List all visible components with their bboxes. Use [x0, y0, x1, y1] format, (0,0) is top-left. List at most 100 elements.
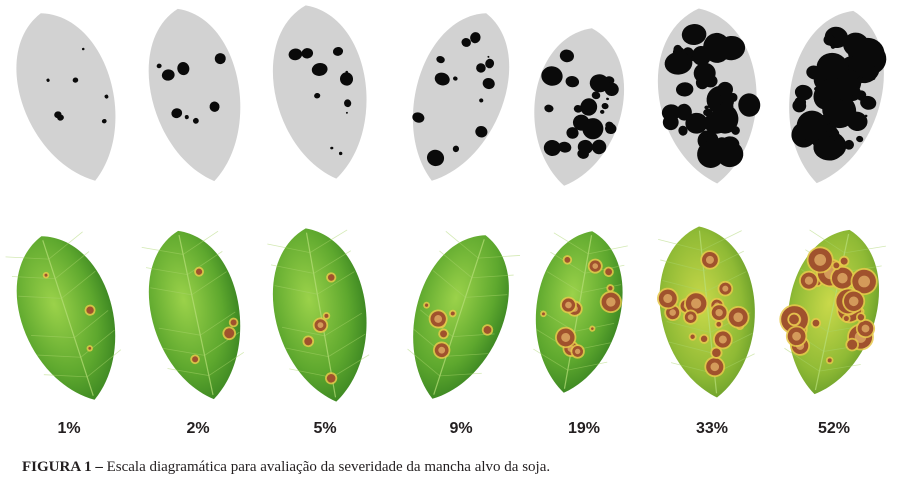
leaf-vein: [281, 326, 325, 337]
lesion-center: [574, 348, 581, 355]
lesion: [434, 72, 450, 86]
lesion: [697, 140, 725, 168]
lesion-center: [606, 297, 616, 307]
lesion: [345, 70, 349, 74]
photo-leaf-6: [656, 226, 755, 398]
lesion: [857, 76, 864, 83]
lesion: [830, 129, 840, 138]
leaf-vein: [660, 259, 704, 272]
lesion: [840, 257, 848, 265]
lesion: [710, 103, 739, 134]
lesion: [344, 99, 352, 108]
lesion: [482, 77, 495, 90]
lesion: [605, 123, 617, 135]
lesion: [851, 37, 885, 68]
leaf-vein: [666, 321, 711, 333]
leaf-vein: [588, 245, 628, 255]
lesion: [104, 94, 109, 99]
leaf-vein: [141, 247, 184, 255]
leaf-vein: [182, 230, 219, 255]
lesion: [591, 327, 594, 330]
leaf-vein: [37, 354, 81, 358]
lesion: [541, 312, 545, 316]
lesion: [812, 319, 820, 327]
lesion: [475, 125, 488, 138]
lesion: [716, 141, 744, 168]
lesion: [332, 47, 344, 56]
lesion: [340, 72, 354, 86]
lesion: [690, 334, 695, 339]
lesion-center: [837, 272, 848, 284]
lesion: [436, 55, 445, 64]
lesion: [301, 48, 314, 59]
leaf-vein: [289, 368, 333, 378]
photo-leaf-5: [533, 231, 628, 393]
lesion: [833, 262, 840, 269]
lesion: [856, 135, 864, 143]
lesion: [717, 35, 746, 61]
lesion: [288, 48, 303, 61]
lesion: [81, 47, 85, 51]
leaf-vein: [407, 348, 441, 377]
lesion: [424, 303, 429, 307]
lesion: [192, 356, 199, 363]
lesion: [813, 135, 837, 159]
leaf-vein: [309, 229, 348, 253]
lesion: [681, 23, 707, 46]
leaf-vein: [11, 276, 56, 280]
lesion: [192, 117, 199, 124]
lesion-center: [561, 332, 571, 342]
lesion: [701, 130, 710, 137]
lesion: [559, 49, 574, 63]
leaf-midrib: [305, 232, 337, 398]
leaf-midrib: [178, 234, 214, 396]
lesion: [324, 313, 329, 318]
lesion-center: [715, 308, 723, 317]
severity-label-5: 19%: [567, 420, 601, 437]
lesion-center: [710, 362, 720, 372]
lesion-center: [687, 314, 694, 321]
leaf-vein: [533, 348, 568, 371]
lesion: [816, 52, 849, 83]
schematic-leaf-blade: [148, 8, 241, 182]
lesion: [565, 75, 580, 88]
photo-leaf-blade: [659, 226, 755, 398]
lesion: [814, 92, 820, 98]
leaf-vein: [158, 327, 201, 336]
schematic-leaf-2: [148, 8, 241, 182]
lesion: [823, 34, 836, 46]
leaf-vein: [208, 351, 245, 376]
lesion: [230, 319, 237, 326]
lesion: [582, 118, 604, 140]
severity-label-2: 2%: [186, 420, 210, 437]
severity-label-4: 9%: [449, 420, 473, 437]
lesion-center: [663, 294, 673, 304]
lesion: [675, 82, 694, 97]
leaf-vein: [328, 333, 366, 357]
lesion-center: [722, 285, 729, 292]
leaf-vein: [324, 312, 363, 337]
schematic-leaf-row: [16, 5, 887, 186]
lesion: [304, 337, 313, 346]
lesion-center: [691, 298, 702, 309]
lesion-center: [848, 296, 859, 307]
lesion: [704, 105, 709, 110]
leaf-vein: [163, 347, 205, 356]
leaf-vein: [270, 264, 314, 274]
lesion: [860, 95, 877, 110]
lesion: [476, 63, 486, 73]
lesion: [214, 53, 226, 65]
lesion: [844, 139, 854, 150]
leaf-vein: [819, 364, 861, 372]
lesion-center: [705, 255, 714, 264]
lesion: [792, 99, 807, 113]
leaf-vein: [432, 270, 466, 298]
lesion: [731, 126, 740, 135]
lesion-center: [434, 315, 443, 323]
photo-leaf-blade: [413, 235, 509, 399]
leaf-vein: [61, 270, 96, 299]
leaf-vein: [331, 354, 370, 378]
leaf-vein: [446, 353, 489, 357]
photo-leaf-blade: [272, 228, 367, 402]
